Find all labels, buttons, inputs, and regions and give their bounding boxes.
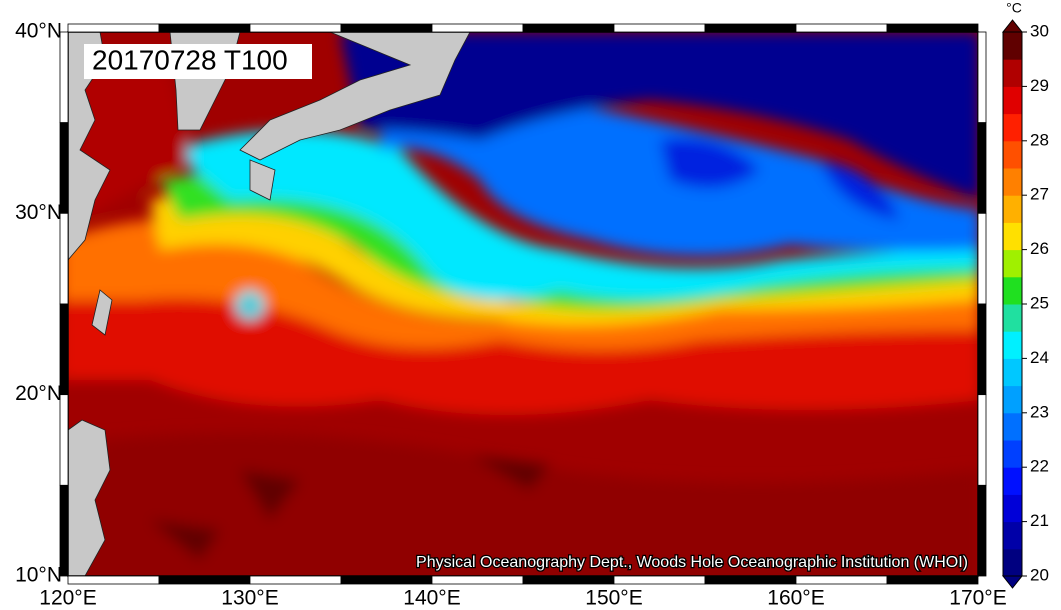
border-segment (886, 23, 979, 33)
frame-border (59, 23, 987, 585)
map-title: 20170728 T100 (92, 44, 288, 75)
border-segment (977, 484, 987, 577)
border-segment (340, 575, 433, 585)
lon-label: 130°E (221, 587, 278, 610)
colorbar-cell (1003, 113, 1022, 142)
lat-label: 40°N (15, 20, 62, 43)
border-segment (67, 575, 160, 585)
colorbar-unit: °C (1006, 0, 1022, 16)
colorbar-tick-label: 25 (1030, 293, 1049, 312)
border-segment (977, 212, 987, 305)
land (68, 32, 471, 576)
border-segment (431, 575, 524, 585)
colorbar-cell (1003, 249, 1022, 278)
lon-label: 120°E (39, 587, 96, 610)
colorbar-tick-label: 22 (1030, 457, 1049, 476)
border-segment (59, 122, 69, 214)
colorbar-cell (1003, 168, 1022, 196)
border-segment (59, 31, 69, 124)
axes: 120°E 130°E 140°E 150°E 160°E 170°E 40°N 30°N 20… (15, 20, 1007, 610)
colorbar-cell (1003, 440, 1022, 468)
lat-label: 20°N (15, 382, 62, 405)
title-box (84, 44, 312, 79)
colorbar-tick-label: 24 (1030, 348, 1049, 367)
lat-label: 30°N (15, 201, 62, 224)
colorbar-cell (1003, 548, 1022, 577)
credit: Physical Oceanography Dept., Woods Hole … (416, 554, 968, 571)
colorbar-cell (1003, 59, 1022, 87)
border-segment (613, 575, 706, 585)
colorbar-cell (1003, 467, 1022, 495)
colorbar-cell (1003, 140, 1022, 169)
border-segment (613, 23, 706, 33)
colorbar-tick-label: 26 (1030, 239, 1049, 258)
border-segment (795, 23, 888, 33)
colorbar-cell (1003, 32, 1022, 60)
lon-label: 140°E (403, 587, 460, 610)
border-segment (977, 31, 987, 124)
border-segment (977, 394, 987, 486)
colorbar-cell (1003, 304, 1022, 332)
colorbar-cell (1003, 521, 1022, 550)
border-segment (158, 23, 251, 33)
border-segment (795, 575, 888, 585)
border-segment (67, 23, 160, 33)
border-segment (704, 23, 797, 33)
border-segment (522, 575, 615, 585)
colorbar-tick-label: 20 (1030, 565, 1049, 584)
colorbar-cell (1003, 331, 1022, 359)
border-segment (59, 303, 69, 396)
colorbar-tick-label: 28 (1030, 130, 1049, 149)
temperature-field (68, 32, 978, 576)
colorbar-cell (1003, 195, 1022, 223)
border-segment (59, 212, 69, 305)
border-segment (249, 23, 342, 33)
border-segment (886, 575, 979, 585)
colorbar-cell (1003, 358, 1022, 387)
colorbar-cell (1003, 385, 1022, 414)
colorbar-tick-label: 30 (1030, 21, 1049, 40)
colorbar-cell (1003, 412, 1022, 441)
border-segment (522, 23, 615, 33)
border-segment (704, 575, 797, 585)
border-segment (59, 484, 69, 577)
border-segment (977, 122, 987, 214)
colorbar-cell (1003, 86, 1022, 115)
border-segment (249, 575, 342, 585)
colorbar-tick-label: 27 (1030, 185, 1049, 204)
colorbar-tick-label: 29 (1030, 76, 1049, 95)
border-segment (158, 575, 251, 585)
border-segment (431, 23, 524, 33)
colorbar-cell (1003, 222, 1022, 251)
colorbar-tick-label: 23 (1030, 402, 1049, 421)
lat-label: 10°N (15, 564, 62, 587)
colorbar: 20 21 22 23 24 25 26 27 28 29 30 °C (1001, 0, 1049, 589)
lon-label: 170°E (949, 587, 1006, 610)
colorbar-over (1001, 19, 1024, 33)
border-segment (340, 23, 433, 33)
border-segment (977, 303, 987, 396)
colorbar-cell (1003, 276, 1022, 305)
colorbar-tick-label: 21 (1030, 511, 1049, 530)
lon-label: 150°E (585, 587, 642, 610)
lon-label: 160°E (767, 587, 824, 610)
border-segment (59, 394, 69, 486)
colorbar-cell (1003, 494, 1022, 523)
